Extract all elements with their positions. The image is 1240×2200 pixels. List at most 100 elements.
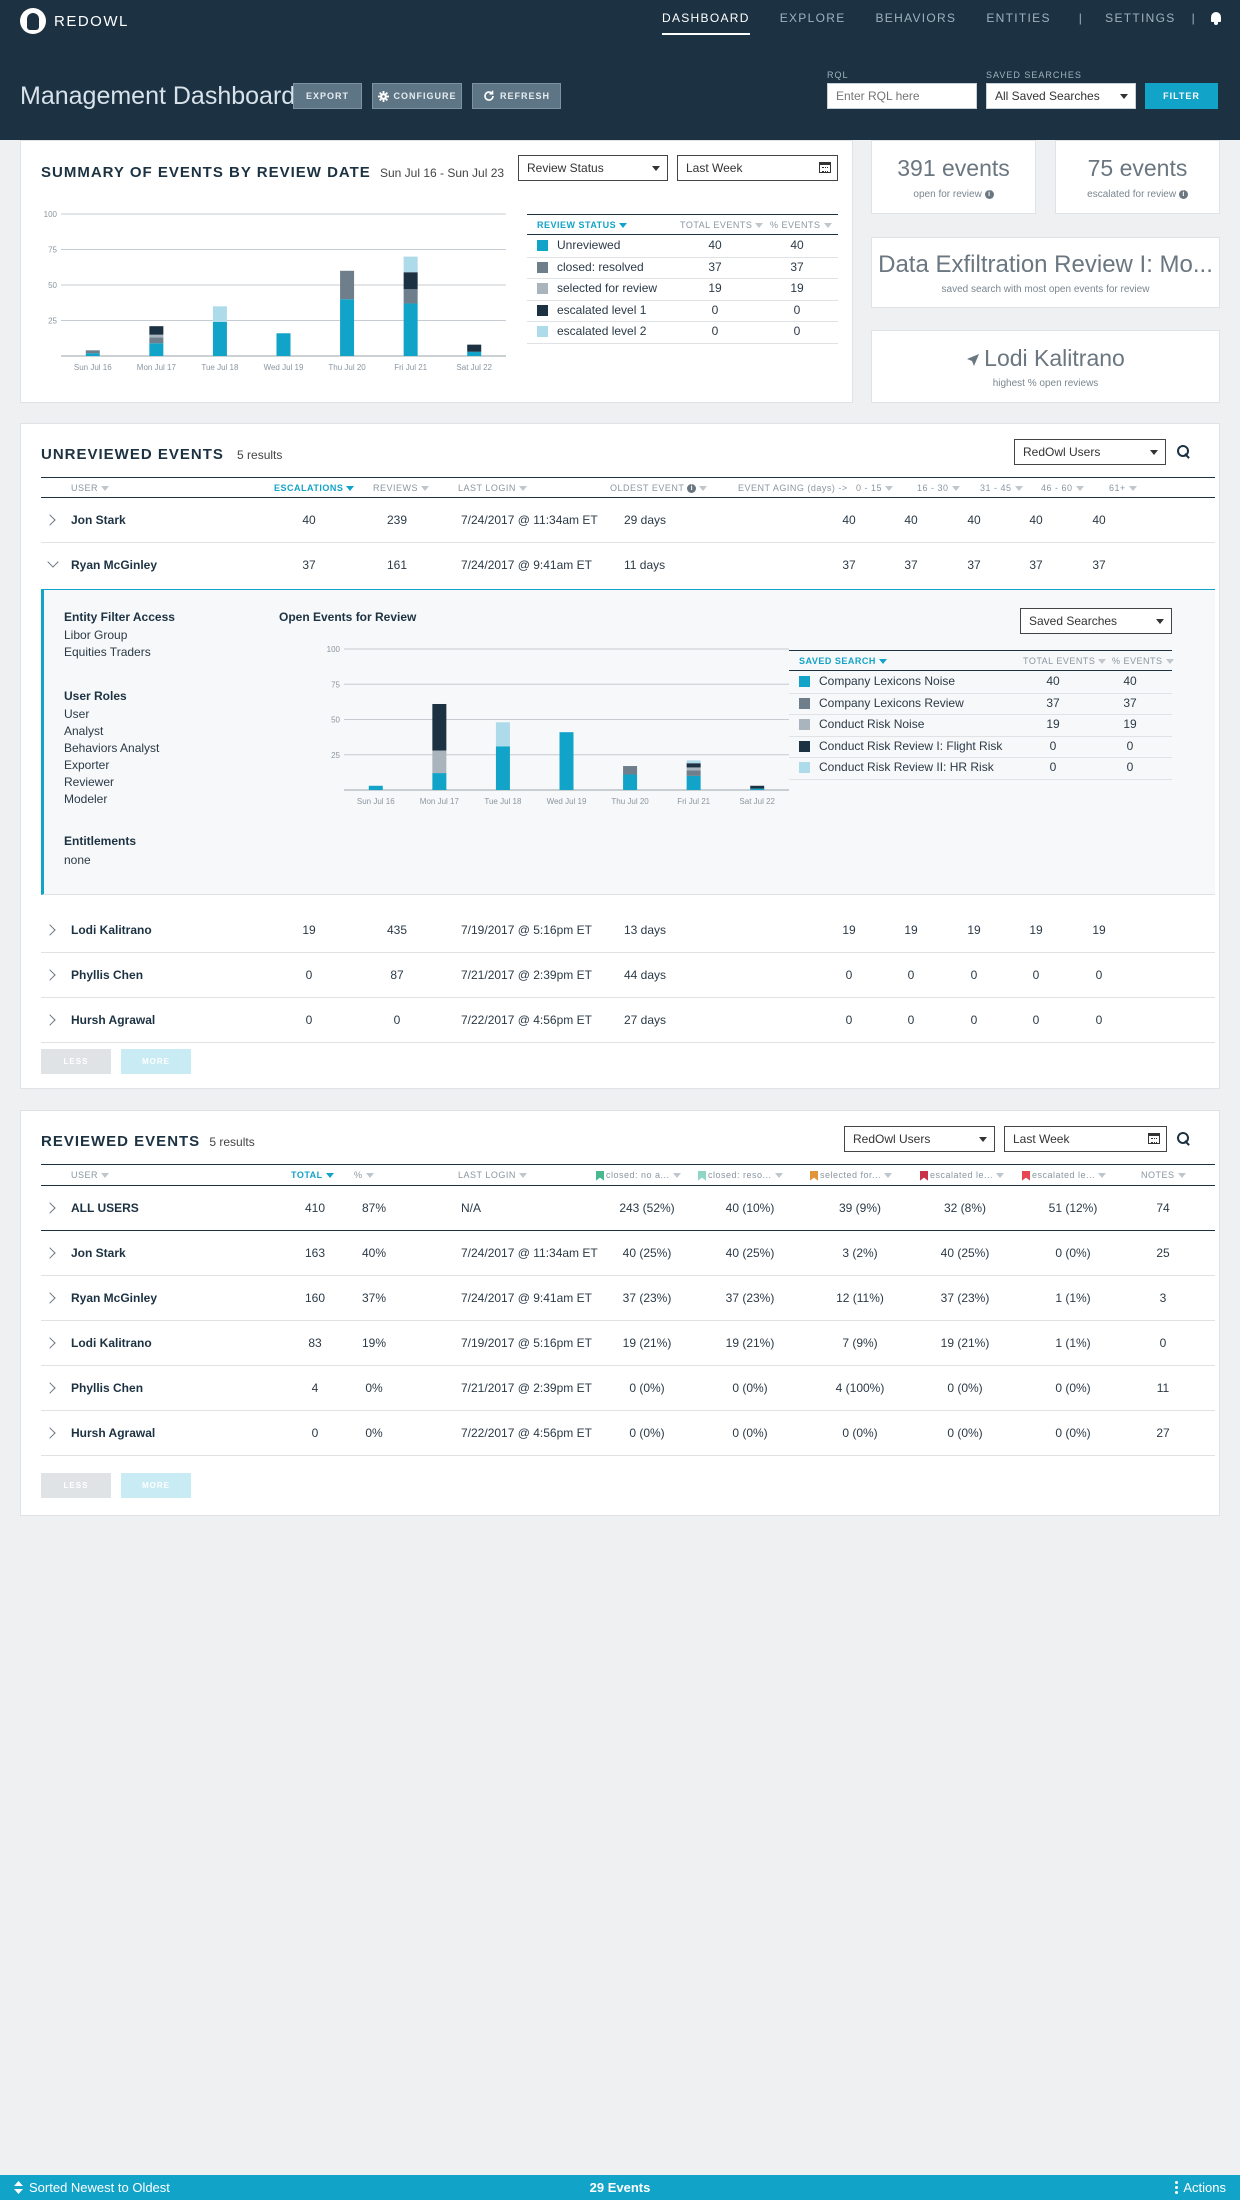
chevron-right-icon[interactable] bbox=[44, 1202, 56, 1214]
bar-segment-company-lexicons-review[interactable] bbox=[686, 770, 701, 776]
less-button[interactable]: LESS bbox=[41, 1049, 111, 1074]
col-16-30[interactable]: 16 - 30 bbox=[917, 483, 960, 493]
review-status-select[interactable]: Review Status bbox=[518, 155, 668, 181]
col-61[interactable]: 61+ bbox=[1109, 483, 1137, 493]
chevron-down-icon[interactable] bbox=[47, 556, 59, 568]
user-name[interactable]: Lodi Kalitrano bbox=[71, 923, 152, 937]
table-row[interactable]: Ryan McGinley 160 37% 7/24/2017 @ 9:41am ET… bbox=[41, 1276, 1215, 1321]
bar-segment-company-lexicons-noise[interactable] bbox=[559, 732, 574, 790]
reviewed-user-filter[interactable]: RedOwl Users bbox=[844, 1126, 995, 1152]
col-31-45[interactable]: 31 - 45 bbox=[980, 483, 1023, 493]
col-user[interactable]: USER bbox=[71, 483, 110, 493]
nav-behaviors[interactable]: BEHAVIORS bbox=[875, 11, 957, 25]
detail-saved-searches-select[interactable]: Saved Searches bbox=[1020, 608, 1172, 634]
bar-segment-unreviewed[interactable] bbox=[149, 343, 164, 356]
bar-segment-escalated-level-2[interactable] bbox=[403, 256, 418, 273]
table-row[interactable]: Hursh Agrawal 0 0 7/22/2017 @ 4:56pm ET 27 d… bbox=[41, 998, 1215, 1043]
col-oldest-event[interactable]: OLDEST EVENT i bbox=[610, 483, 708, 494]
notes-cell[interactable]: 11 bbox=[1156, 1381, 1170, 1395]
chevron-right-icon[interactable] bbox=[44, 1014, 56, 1026]
notes-cell[interactable]: 3 bbox=[1159, 1291, 1167, 1305]
period-select[interactable]: Last Week bbox=[677, 155, 838, 181]
bar-segment-company-lexicons-noise[interactable] bbox=[623, 774, 638, 790]
notes-cell[interactable]: 0 bbox=[1159, 1336, 1167, 1350]
table-row[interactable]: Hursh Agrawal 0 0% 7/22/2017 @ 4:56pm ET 0 (… bbox=[41, 1411, 1215, 1456]
nav-dashboard[interactable]: DASHBOARD bbox=[661, 11, 750, 35]
user-name[interactable]: Jon Stark bbox=[71, 1246, 126, 1260]
bar-segment-closed-resolved[interactable] bbox=[403, 289, 418, 304]
info-icon[interactable]: i bbox=[1178, 189, 1188, 199]
table-row[interactable]: Jon Stark 163 40% 7/24/2017 @ 11:34am ET 40 … bbox=[41, 1231, 1215, 1276]
col-notes[interactable]: NOTES bbox=[1141, 1170, 1186, 1180]
chevron-right-icon[interactable] bbox=[44, 969, 56, 981]
col-pct-events[interactable]: % EVENTS bbox=[1112, 656, 1174, 666]
rql-input[interactable] bbox=[827, 83, 977, 109]
col-event-aging-days[interactable]: EVENT AGING (days) -> bbox=[738, 483, 848, 493]
search-icon[interactable] bbox=[1177, 445, 1190, 458]
table-row[interactable]: Phyllis Chen 4 0% 7/21/2017 @ 2:39pm ET 0 (0… bbox=[41, 1366, 1215, 1411]
table-row[interactable]: Lodi Kalitrano 19 435 7/19/2017 @ 5:16pm ET… bbox=[41, 908, 1215, 953]
table-row[interactable]: Lodi Kalitrano 83 19% 7/19/2017 @ 5:16pm ET… bbox=[41, 1321, 1215, 1366]
bar-segment-company-lexicons-noise[interactable] bbox=[750, 788, 765, 790]
bar-segment-closed-resolved[interactable] bbox=[85, 350, 100, 354]
table-row[interactable]: Phyllis Chen 0 87 7/21/2017 @ 2:39pm ET 44 d… bbox=[41, 953, 1215, 998]
configure-button[interactable]: CONFIGURE bbox=[372, 83, 462, 109]
notes-cell[interactable]: 25 bbox=[1156, 1246, 1170, 1260]
bar-segment-escalated-level-1[interactable] bbox=[467, 344, 482, 352]
col-total-events[interactable]: TOTAL EVENTS bbox=[680, 220, 764, 230]
table-row[interactable]: ALL USERS 410 87% N/A 243 (52%) 40 (10%) 39 (9… bbox=[41, 1186, 1215, 1231]
bar-segment-company-lexicons-review[interactable] bbox=[623, 766, 638, 775]
col-saved-search[interactable]: SAVED SEARCH bbox=[799, 656, 887, 666]
col-reviews[interactable]: REVIEWS bbox=[373, 483, 430, 493]
reviewed-period-select[interactable]: Last Week bbox=[1004, 1126, 1167, 1152]
user-name[interactable]: Phyllis Chen bbox=[71, 1381, 144, 1395]
table-row[interactable]: Ryan McGinley 37 161 7/24/2017 @ 9:41am ET 1… bbox=[41, 543, 1215, 588]
less-button[interactable]: LESS bbox=[41, 1473, 111, 1498]
bar-segment-selected-for-review[interactable] bbox=[149, 334, 164, 338]
more-button[interactable]: MORE bbox=[121, 1473, 191, 1498]
col-total-events[interactable]: TOTAL EVENTS bbox=[1023, 656, 1107, 666]
logo[interactable]: REDOWL bbox=[20, 8, 129, 34]
chevron-right-icon[interactable] bbox=[44, 1427, 56, 1439]
bar-segment-company-lexicons-noise[interactable] bbox=[432, 773, 447, 790]
user-name[interactable]: Jon Stark bbox=[71, 513, 126, 527]
bar-segment-conduct-risk-noise[interactable] bbox=[686, 767, 701, 771]
bell-icon[interactable] bbox=[1210, 12, 1222, 25]
info-icon[interactable]: i bbox=[687, 484, 697, 494]
user-name[interactable]: Hursh Agrawal bbox=[71, 1426, 156, 1440]
bar-segment-conduct-risk-review-i-flight-risk[interactable] bbox=[750, 785, 765, 789]
bar-segment-unreviewed[interactable] bbox=[212, 321, 227, 356]
notes-cell[interactable]: 27 bbox=[1156, 1426, 1170, 1440]
user-name[interactable]: Lodi Kalitrano bbox=[71, 1336, 152, 1350]
bar-segment-company-lexicons-noise[interactable] bbox=[686, 775, 701, 790]
notes-cell[interactable]: 74 bbox=[1156, 1201, 1170, 1215]
user-name[interactable]: Phyllis Chen bbox=[71, 968, 144, 982]
col-0-15[interactable]: 0 - 15 bbox=[856, 483, 894, 493]
bar-segment-unreviewed[interactable] bbox=[403, 303, 418, 356]
escalated-events-card[interactable]: 75 events escalated for review i bbox=[1055, 140, 1220, 214]
nav-entities[interactable]: ENTITIES bbox=[986, 11, 1051, 25]
calendar-icon[interactable] bbox=[819, 162, 831, 173]
chevron-right-icon[interactable] bbox=[44, 1247, 56, 1259]
search-icon[interactable] bbox=[1177, 1132, 1190, 1145]
bar-segment-unreviewed[interactable] bbox=[340, 299, 355, 356]
bar-segment-company-lexicons-noise[interactable] bbox=[368, 785, 383, 790]
col-pct-events[interactable]: % EVENTS bbox=[770, 220, 832, 230]
col-46-60[interactable]: 46 - 60 bbox=[1041, 483, 1084, 493]
bar-segment-conduct-risk-noise[interactable] bbox=[432, 750, 447, 774]
bar-segment-escalated-level-1[interactable] bbox=[403, 272, 418, 290]
user-name[interactable]: Hursh Agrawal bbox=[71, 1013, 156, 1027]
user-name[interactable]: Ryan McGinley bbox=[71, 1291, 158, 1305]
info-icon[interactable]: i bbox=[984, 189, 994, 199]
chevron-right-icon[interactable] bbox=[44, 924, 56, 936]
filter-button[interactable]: FILTER bbox=[1145, 83, 1218, 109]
user-name[interactable]: ALL USERS bbox=[71, 1201, 139, 1215]
saved-search-card[interactable]: Data Exfiltration Review I: Mo... saved … bbox=[871, 237, 1220, 308]
chevron-right-icon[interactable] bbox=[44, 1337, 56, 1349]
bar-segment-conduct-risk-review-ii-hr-risk[interactable] bbox=[686, 760, 701, 764]
unreviewed-user-filter[interactable]: RedOwl Users bbox=[1014, 439, 1166, 465]
col-closed-reso[interactable]: closed: reso... bbox=[698, 1170, 783, 1181]
chevron-right-icon[interactable] bbox=[44, 514, 56, 526]
nav-settings[interactable]: SETTINGS bbox=[1105, 11, 1176, 25]
col-escalated-le[interactable]: escalated le... bbox=[920, 1170, 1005, 1181]
